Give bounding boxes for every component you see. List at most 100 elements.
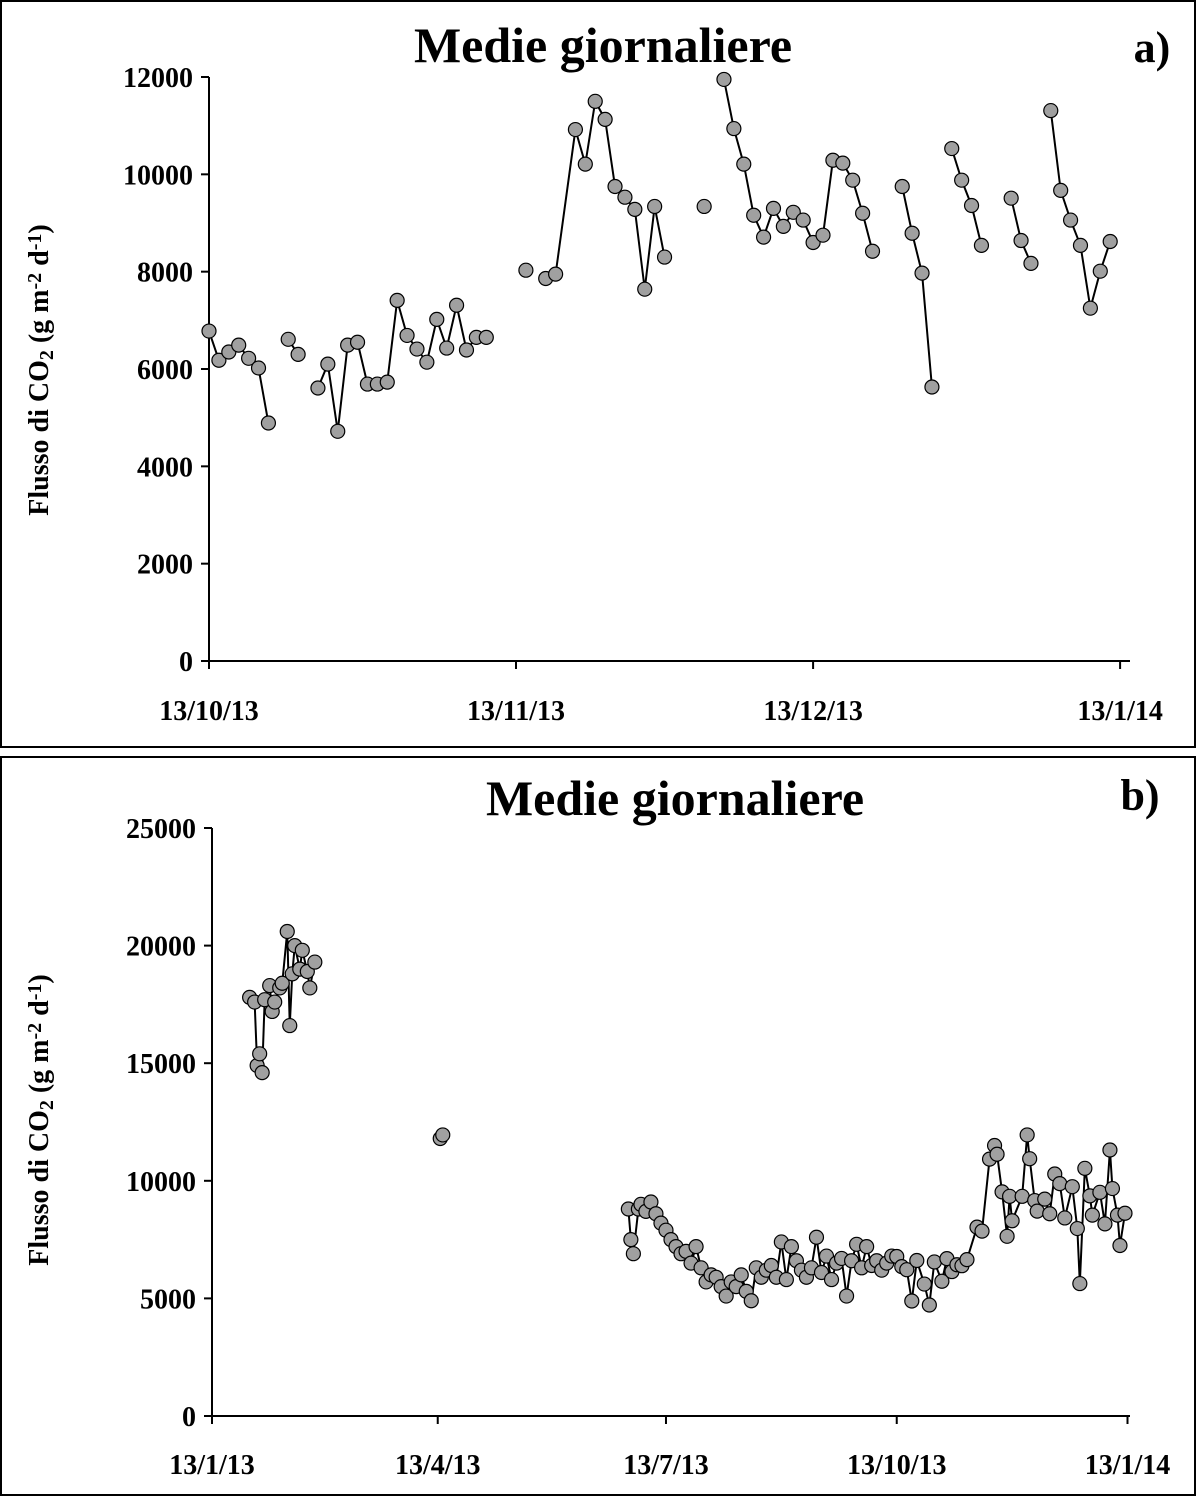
data-point	[577, 156, 593, 172]
data-point	[778, 1271, 794, 1288]
data-point	[231, 337, 247, 353]
data-point	[859, 1239, 875, 1255]
panel-border	[0, 756, 1196, 1496]
data-point	[823, 1271, 840, 1288]
data-point	[379, 374, 395, 390]
data-point	[448, 297, 465, 313]
data-point	[733, 1267, 749, 1283]
data-point	[310, 380, 326, 396]
y-axis-label-part: 2	[36, 350, 58, 360]
data-point	[458, 342, 475, 358]
data-point	[1013, 232, 1029, 249]
data-point	[260, 415, 277, 431]
data-point	[241, 350, 257, 366]
data-point	[617, 189, 633, 205]
data-point	[1023, 255, 1039, 271]
data-point	[623, 1231, 639, 1248]
data-point	[835, 155, 851, 171]
y-axis-label-part: (g m	[24, 1039, 55, 1100]
data-point	[963, 197, 980, 214]
data-point	[1104, 1180, 1121, 1197]
data-point	[1019, 1127, 1035, 1143]
data-point	[746, 207, 762, 223]
x-tick-label: 13/1/13	[169, 1450, 255, 1481]
data-point	[1082, 300, 1098, 316]
data-point	[282, 1017, 298, 1034]
data-point	[736, 156, 752, 172]
data-point	[894, 178, 910, 195]
data-point	[254, 1065, 270, 1081]
data-point	[1072, 237, 1089, 253]
data-point	[419, 354, 435, 370]
y-tick-label: 6000	[137, 355, 193, 386]
data-point	[320, 356, 336, 372]
data-point	[808, 1229, 825, 1245]
y-axis-label-part: Flusso di CO	[24, 1110, 55, 1266]
y-tick-label: 12000	[123, 63, 193, 94]
data-point	[1022, 1151, 1038, 1167]
data-point	[625, 1246, 641, 1262]
data-point	[838, 1288, 855, 1304]
y-axis-label-part: d	[24, 250, 55, 273]
data-point	[1092, 1184, 1108, 1200]
panel-label: a)	[1134, 23, 1171, 72]
data-point	[274, 975, 290, 991]
data-point	[926, 1254, 942, 1270]
data-point	[1072, 1275, 1088, 1292]
y-axis-label: Flusso di CO2 (g m-2 d-1)	[24, 974, 58, 1266]
data-point	[302, 980, 318, 996]
data-point	[974, 1223, 990, 1239]
data-point	[250, 360, 267, 376]
data-point	[435, 1127, 451, 1143]
data-point	[518, 262, 534, 278]
data-point	[252, 1046, 268, 1062]
y-tick-label: 10000	[123, 160, 193, 191]
y-tick-label: 4000	[137, 452, 193, 483]
y-tick-label: 25000	[126, 814, 196, 845]
data-point	[1097, 1216, 1113, 1232]
y-axis-label: Flusso di CO2 (g m-2 d-1)	[24, 224, 58, 516]
data-point	[1014, 1188, 1030, 1204]
data-point	[999, 1228, 1015, 1244]
x-tick-label: 13/1/14	[1085, 1450, 1171, 1481]
data-point	[954, 172, 970, 188]
data-point	[864, 243, 881, 259]
y-tick-label: 15000	[126, 1049, 196, 1080]
x-tick-label: 13/4/13	[395, 1450, 481, 1481]
data-point	[1077, 1160, 1093, 1176]
data-point	[439, 340, 455, 356]
y-tick-label: 20000	[126, 932, 196, 963]
y-tick-label: 0	[182, 1402, 196, 1433]
data-point	[597, 111, 613, 127]
data-point	[267, 994, 283, 1010]
data-point	[989, 1146, 1005, 1162]
data-point	[1102, 233, 1118, 250]
chart-title: Medie giornaliere	[486, 770, 864, 826]
data-point	[1003, 190, 1019, 206]
data-point	[280, 331, 296, 347]
data-point	[349, 334, 366, 350]
data-point	[1002, 1188, 1018, 1204]
x-tick-label: 13/11/13	[467, 696, 565, 727]
y-axis-label-part: (g m	[24, 289, 55, 350]
data-point	[718, 1288, 734, 1304]
y-axis-label-part: 2	[36, 1100, 58, 1110]
data-point	[294, 942, 310, 958]
data-point	[944, 140, 960, 157]
x-tick-label: 13/10/13	[847, 1450, 947, 1481]
data-point	[1084, 1207, 1100, 1223]
data-point	[924, 379, 940, 395]
data-point	[726, 120, 742, 137]
data-point	[743, 1293, 759, 1309]
data-point	[1064, 1179, 1080, 1195]
data-point	[647, 198, 663, 215]
data-point	[921, 1297, 937, 1313]
data-point	[815, 227, 831, 243]
y-axis-label-part: -2	[24, 273, 46, 290]
x-tick-label: 13/1/14	[1077, 696, 1163, 727]
data-point	[478, 329, 494, 345]
data-point	[688, 1239, 704, 1255]
data-point	[1053, 182, 1069, 198]
data-point	[1117, 1205, 1133, 1221]
